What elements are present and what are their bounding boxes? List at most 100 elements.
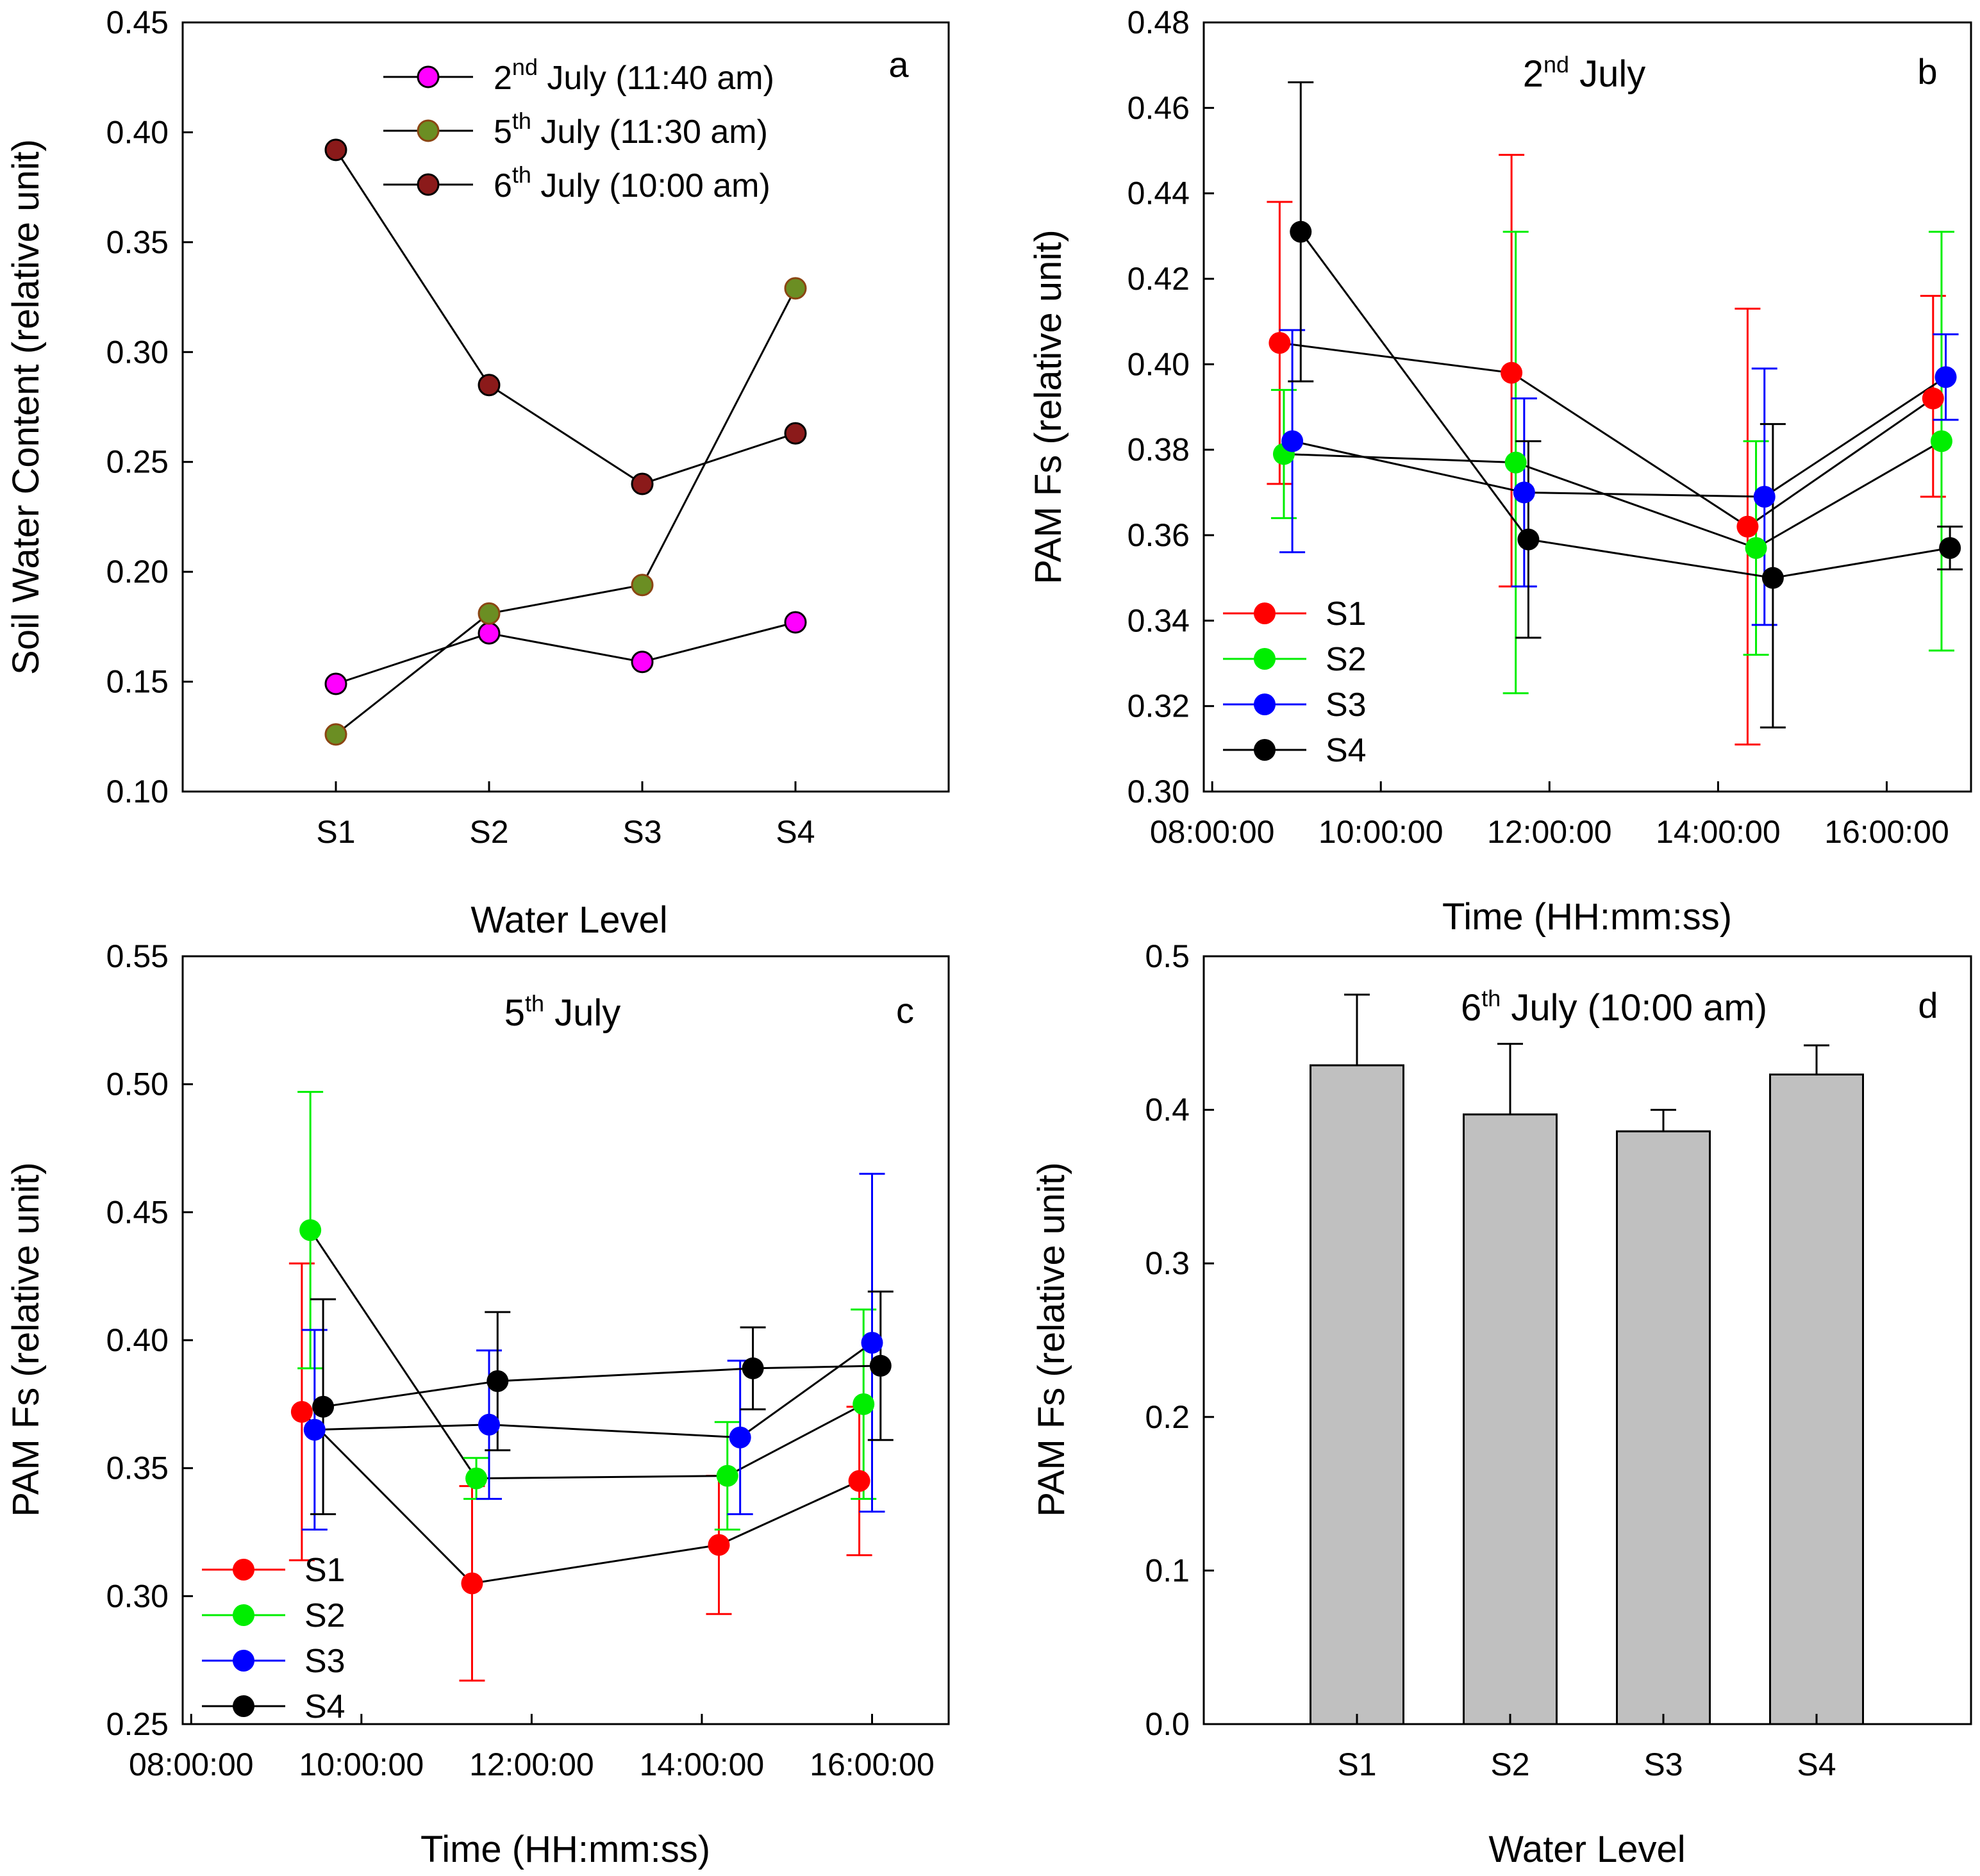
panel-a-legend-label-main: 6	[494, 167, 512, 204]
panel-b-y-tick-label: 0.36	[1127, 517, 1190, 553]
panel-a-data-point	[784, 277, 807, 300]
panel-d-bar	[1310, 1064, 1404, 1725]
panel-d-x-tick-label: S3	[1643, 1747, 1683, 1782]
panel-b-y-tick-label: 0.32	[1127, 688, 1190, 724]
panel-c-y-tick-label: 0.45	[106, 1194, 169, 1230]
panel-c-letter: c	[896, 990, 914, 1031]
panel-a-legend-label: 5th July (11:30 am)	[494, 108, 768, 151]
panel-d-title-rest: July (10:00 am)	[1501, 987, 1767, 1029]
panel-a-y-tick-label: 0.40	[106, 114, 169, 150]
panel-d-title-main: 6	[1461, 987, 1481, 1029]
panel-c-x-tick-label: 14:00:00	[640, 1747, 765, 1782]
panel-b-data-point	[1745, 537, 1767, 559]
panel-b-legend-label: S4	[1326, 732, 1367, 769]
panel-c-y-tick-label: 0.55	[106, 938, 169, 974]
panel-c-y-tick-label: 0.35	[106, 1450, 169, 1486]
panel-b-x-tick-label: 10:00:00	[1319, 814, 1443, 850]
panel-a-legend-label-main: 5	[494, 113, 512, 151]
panel-d-title: 6th July (10:00 am)	[1461, 985, 1767, 1029]
panel-d-x-tick-label: S2	[1490, 1747, 1529, 1782]
panel-b-legend-label: S2	[1326, 641, 1367, 678]
panel-d-y-tick-label: 0.5	[1145, 938, 1190, 974]
panel-d-plot-frame	[1202, 955, 1972, 1725]
panel-c-series-line	[322, 1365, 881, 1408]
panel-b-letter: b	[1917, 51, 1937, 92]
panel-c-y-tick-label: 0.25	[106, 1706, 169, 1742]
panel-b-y-tick-label: 0.34	[1127, 602, 1190, 638]
panel-c-y-tick-label: 0.30	[106, 1578, 169, 1614]
panel-b-data-point	[1934, 366, 1957, 388]
panel-a-data-point	[324, 138, 347, 162]
panel-a-legend-label-sup: th	[512, 108, 531, 134]
panel-a-series-line	[335, 149, 796, 485]
panel-c-title: 5th July	[504, 990, 621, 1034]
panel-b-data-point	[1290, 220, 1312, 243]
panel-b-title: 2nd July	[1523, 51, 1646, 95]
panel-b-x-tick-label: 12:00:00	[1487, 814, 1612, 850]
panel-a-y-tick-label: 0.30	[106, 334, 169, 370]
panel-a-y-tick-label: 0.15	[106, 664, 169, 700]
panel-b-y-tick-label: 0.30	[1127, 774, 1190, 809]
panel-a-y-axis-label: Soil Water Content (relative unit)	[5, 139, 47, 675]
panel-d-x-tick-label: S1	[1337, 1747, 1376, 1782]
panel-d-x-tick-label: S4	[1797, 1747, 1836, 1782]
panel-b-x-tick-label: 08:00:00	[1150, 814, 1275, 850]
panel-c-series-line	[314, 1341, 873, 1439]
panel-d-y-tick-label: 0.3	[1145, 1245, 1190, 1281]
panel-a-data-point	[324, 672, 347, 695]
panel-c-x-tick-label: 08:00:00	[129, 1747, 254, 1782]
panel-d-bar	[1616, 1130, 1711, 1725]
panel-c-data-point	[299, 1219, 322, 1241]
panel-a-data-point	[784, 611, 807, 634]
panel-c-data-point	[869, 1354, 892, 1377]
panel-d-y-tick-label: 0.0	[1145, 1706, 1190, 1742]
panel-c-x-tick-label: 16:00:00	[810, 1747, 935, 1782]
panel-a-x-tick-label: S2	[469, 814, 508, 850]
panel-b-data-point	[1930, 430, 1952, 452]
panel-c-data-point	[848, 1470, 870, 1492]
panel-b-data-point	[1501, 361, 1523, 384]
panel-d-letter: d	[1918, 985, 1938, 1025]
panel-c-data-point	[853, 1393, 875, 1415]
panel-b-x-axis-label: Time (HH:mm:ss)	[1442, 896, 1732, 938]
panel-a-x-tick-label: S3	[622, 814, 661, 850]
panel-b-data-point	[1922, 387, 1944, 410]
panel-b-data-point	[1281, 430, 1304, 452]
panel-d-y-tick-label: 0.1	[1145, 1552, 1190, 1588]
panel-c-legend-label: S4	[304, 1688, 345, 1725]
panel-c-data-point	[461, 1572, 483, 1595]
panel-c-data-point	[708, 1534, 730, 1556]
panel-b-legend-marker	[1254, 693, 1276, 715]
panel-b-data-point	[1736, 515, 1759, 538]
panel-b-data-point	[1753, 486, 1776, 508]
panel-c-data-point	[861, 1331, 883, 1354]
panel-b-y-tick-label: 0.38	[1127, 432, 1190, 468]
panel-b-y-tick-label: 0.40	[1127, 346, 1190, 382]
panel-b-title-sup: nd	[1543, 51, 1569, 78]
panel-c-legend-marker	[233, 1695, 254, 1717]
panel-a-legend-label: 2nd July (11:40 am)	[494, 54, 774, 97]
panel-c-legend-label: S2	[304, 1597, 345, 1634]
panel-a-x-axis-label: Water Level	[470, 899, 667, 941]
panel-c-data-point	[716, 1465, 738, 1487]
panel-c-data-point	[303, 1418, 326, 1441]
panel-b-data-point	[1513, 481, 1535, 504]
panel-a-legend-marker	[417, 65, 440, 88]
panel-c-legend-marker	[233, 1604, 254, 1626]
panel-a-data-point	[784, 422, 807, 445]
panel-a-legend-label-rest: July (10:00 am)	[531, 167, 770, 204]
panel-b-y-axis-label: PAM Fs (relative unit)	[1027, 229, 1069, 584]
panel-d-x-axis-label: Water Level	[1488, 1829, 1685, 1870]
panel-d-pam-6th-july-bars: 0.0 0.1 0.2 0.3 0.4 0.5 S1 S2 S3 S4 6th July (10:0…	[1031, 938, 1972, 1870]
panel-c-x-axis-label: Time (HH:mm:ss)	[420, 1829, 710, 1870]
panel-d-y-tick-label: 0.4	[1145, 1092, 1190, 1128]
panel-b-series-line	[1292, 376, 1947, 498]
panel-a-series-line	[335, 621, 796, 685]
panel-b-data-point	[1939, 537, 1961, 559]
panel-c-data-point	[742, 1357, 764, 1379]
panel-d-y-axis-label: PAM Fs (relative unit)	[1031, 1162, 1072, 1516]
panel-c-x-tick-label: 12:00:00	[469, 1747, 594, 1782]
panel-a-x-tick-label: S1	[316, 814, 355, 850]
panel-b-pam-2nd-july: 0.30 0.32 0.34 0.36 0.38 0.40 0.42 0.44 0.46 0.48…	[1027, 4, 1972, 938]
